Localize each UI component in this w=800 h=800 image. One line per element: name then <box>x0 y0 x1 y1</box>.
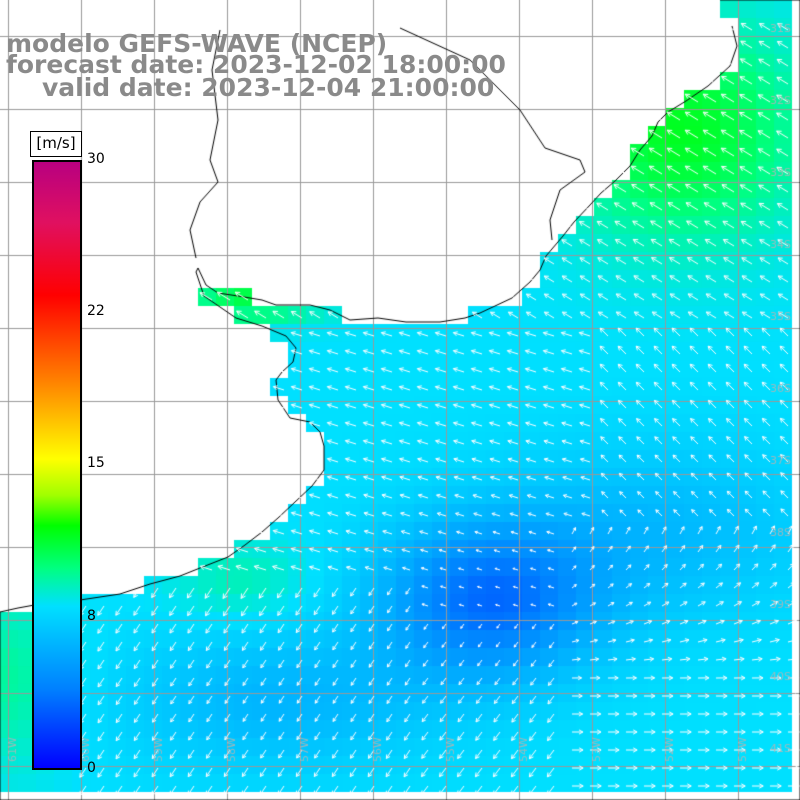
colorbar <box>32 160 82 770</box>
colorbar-tick-15: 15 <box>87 455 105 471</box>
colorbar-unit-label: [m/s] <box>30 131 82 157</box>
valid-date: valid date: 2023-12-04 21:00:00 <box>42 73 495 102</box>
colorbar-tick-8: 8 <box>87 608 96 624</box>
colorbar-tick-0: 0 <box>87 760 96 776</box>
model-title: modelo GEFS-WAVE (NCEP) <box>6 29 388 58</box>
colorbar-tick-30: 30 <box>87 151 105 167</box>
forecast-date: forecast date: 2023-12-02 18:00:00 <box>6 50 506 79</box>
colorbar-tick-22: 22 <box>87 303 105 319</box>
